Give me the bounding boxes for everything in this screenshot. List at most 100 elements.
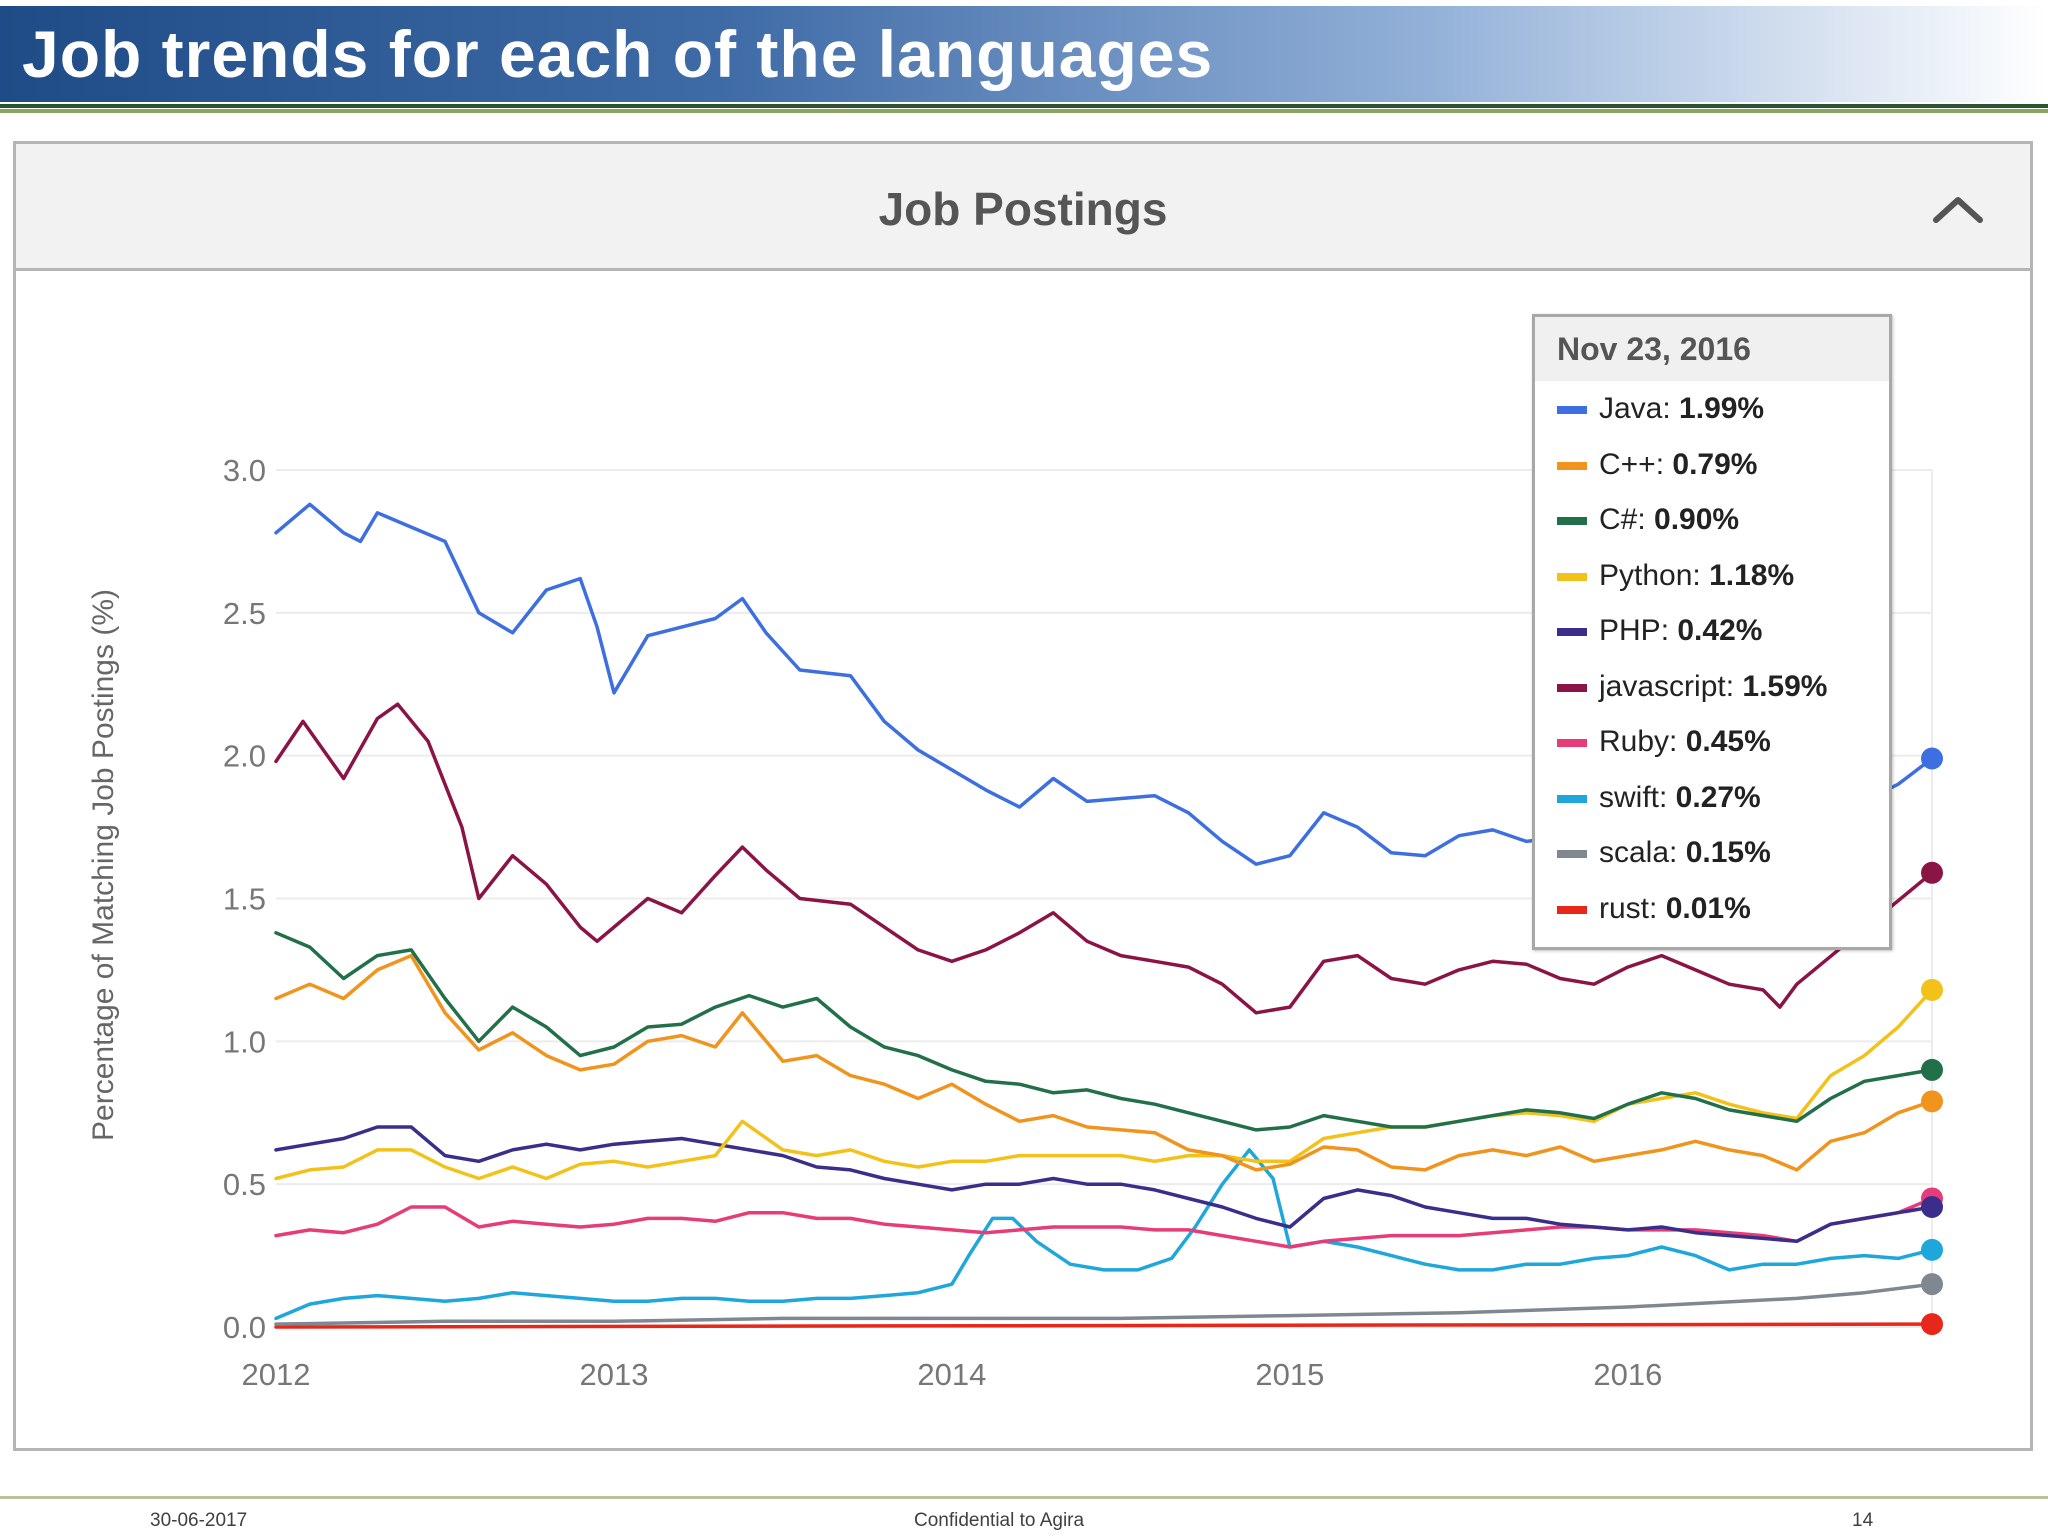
legend-swatch — [1557, 794, 1587, 803]
tooltip-separator: : — [1659, 780, 1676, 814]
footer-rule — [0, 1496, 2048, 1499]
tooltip-row: rust: 0.01% — [1535, 881, 1889, 937]
series-line-ruby — [274, 1196, 1934, 1249]
slide-title: Job trends for each of the languages — [22, 17, 1214, 91]
tooltip-separator: : — [1655, 447, 1673, 481]
legend-swatch — [1557, 461, 1587, 470]
tooltip-row: PHP: 0.42% — [1535, 603, 1889, 659]
series-endpoint-rust[interactable] — [1921, 1313, 1943, 1336]
tooltip-series-label: PHP — [1599, 614, 1661, 647]
tooltip-series-value: 0.27% — [1675, 780, 1761, 814]
series-line-javascript — [274, 702, 1934, 1015]
tooltip-series-label: swift — [1599, 780, 1659, 814]
tooltip-series-value: 1.99% — [1679, 392, 1765, 425]
tooltip-series-value: 0.45% — [1685, 725, 1771, 758]
footer-page-number: 14 — [1852, 1510, 1874, 1531]
series-endpoint-swift[interactable] — [1921, 1238, 1943, 1261]
footer-center-text: Confidential to Agira — [914, 1510, 1085, 1531]
y-tick-label: 1.0 — [223, 1024, 266, 1059]
x-tick-label: 2015 — [1255, 1357, 1324, 1392]
title-rule — [0, 104, 2048, 108]
series-line-c- — [274, 953, 1934, 1172]
series-line-java — [274, 502, 1934, 866]
tooltip-series-label: Python — [1599, 558, 1693, 592]
y-tick-label: 3.0 — [223, 453, 266, 488]
panel-title: Job Postings — [878, 183, 1168, 235]
tooltip-separator: : — [1669, 725, 1686, 758]
legend-swatch — [1557, 683, 1587, 692]
series-line-php — [274, 1125, 1934, 1244]
y-axis-label: Percentage of Matching Job Postings (%) — [87, 589, 120, 1141]
y-axis-ticks: 0.0 0.5 1.0 1.5 2.0 2.5 3.0 — [223, 453, 266, 1345]
x-tick-label: 2016 — [1593, 1357, 1662, 1392]
tooltip-row: Python: 1.18% — [1535, 548, 1889, 604]
tooltip-row: C#: 0.90% — [1535, 492, 1889, 548]
tooltip-series-value: 1.59% — [1742, 669, 1828, 703]
panel-header[interactable]: Job Postings — [16, 144, 2030, 271]
title-rule-accent — [0, 109, 2048, 113]
tooltip-row: scala: 0.15% — [1535, 825, 1889, 881]
series-endpoint-c-[interactable] — [1921, 1090, 1943, 1113]
legend-swatch — [1557, 406, 1587, 415]
y-tick-label: 1.5 — [223, 882, 266, 917]
legend-swatch — [1557, 572, 1587, 581]
legend-swatch — [1557, 739, 1587, 748]
series-endpoint-javascript[interactable] — [1921, 861, 1943, 884]
legend-swatch — [1557, 905, 1587, 914]
series-endpoint-java[interactable] — [1921, 747, 1943, 770]
series-endpoint-python[interactable] — [1921, 978, 1943, 1001]
x-tick-label: 2013 — [579, 1357, 648, 1392]
tooltip-series-value: 0.90% — [1654, 503, 1740, 536]
series-line-python — [274, 988, 1934, 1181]
tooltip-separator: : — [1660, 614, 1678, 647]
tooltip-separator: : — [1649, 891, 1666, 925]
tooltip-row: Java: 1.99% — [1535, 381, 1889, 437]
series-endpoint-c-[interactable] — [1921, 1058, 1943, 1081]
chart-series — [274, 502, 1934, 1329]
series-line-scala — [274, 1282, 1934, 1326]
legend-swatch — [1557, 628, 1587, 637]
tooltip-series-label: javascript — [1599, 669, 1726, 703]
tooltip-separator: : — [1725, 669, 1743, 703]
y-tick-label: 2.0 — [223, 739, 266, 774]
series-line-swift — [274, 1148, 1934, 1321]
legend-swatch — [1557, 517, 1587, 526]
hover-tooltip: Nov 23, 2016 Java: 1.99% C++: 0.79% C#: 0.… — [1532, 314, 1892, 950]
tooltip-series-value: 0.01% — [1665, 891, 1751, 925]
series-endpoint-php[interactable] — [1921, 1196, 1943, 1219]
tooltip-separator: : — [1692, 558, 1710, 592]
series-line-rust — [274, 1322, 1934, 1329]
tooltip-row: javascript: 1.59% — [1535, 659, 1889, 715]
x-tick-label: 2014 — [917, 1357, 986, 1392]
legend-swatch — [1557, 850, 1587, 859]
tooltip-series-label: C# — [1599, 503, 1638, 536]
tooltip-series-label: Ruby — [1599, 725, 1670, 758]
tooltip-row: Ruby: 0.45% — [1535, 714, 1889, 770]
footer-date: 30-06-2017 — [150, 1510, 248, 1531]
tooltip-separator: : — [1669, 836, 1686, 869]
tooltip-series-label: Java — [1599, 392, 1663, 425]
chevron-up-icon[interactable] — [1928, 188, 1988, 228]
tooltip-rows: Java: 1.99% C++: 0.79% C#: 0.90% Python: 1.… — [1535, 381, 1889, 936]
tooltip-row: swift: 0.27% — [1535, 770, 1889, 826]
series-line-c- — [274, 931, 1934, 1132]
tooltip-row: C++: 0.79% — [1535, 437, 1889, 493]
y-tick-label: 0.0 — [223, 1310, 266, 1345]
tooltip-separator: : — [1662, 392, 1680, 425]
y-tick-label: 0.5 — [223, 1167, 266, 1202]
series-endpoint-scala[interactable] — [1921, 1273, 1943, 1296]
tooltip-date: Nov 23, 2016 — [1535, 317, 1889, 381]
tooltip-separator: : — [1637, 503, 1655, 536]
series-endpoints — [1921, 747, 1943, 1336]
tooltip-series-label: rust — [1599, 891, 1650, 925]
tooltip-series-value: 0.42% — [1677, 614, 1763, 647]
x-axis-ticks: 2012 2013 2014 2015 2016 — [242, 1357, 1663, 1392]
tooltip-series-value: 1.18% — [1709, 558, 1795, 592]
tooltip-series-value: 0.79% — [1672, 447, 1758, 481]
tooltip-series-label: scala — [1599, 836, 1670, 869]
slide-title-bar — [0, 6, 2048, 102]
tooltip-series-label: C++ — [1599, 447, 1656, 481]
tooltip-series-value: 0.15% — [1685, 836, 1771, 869]
y-tick-label: 2.5 — [223, 596, 266, 631]
